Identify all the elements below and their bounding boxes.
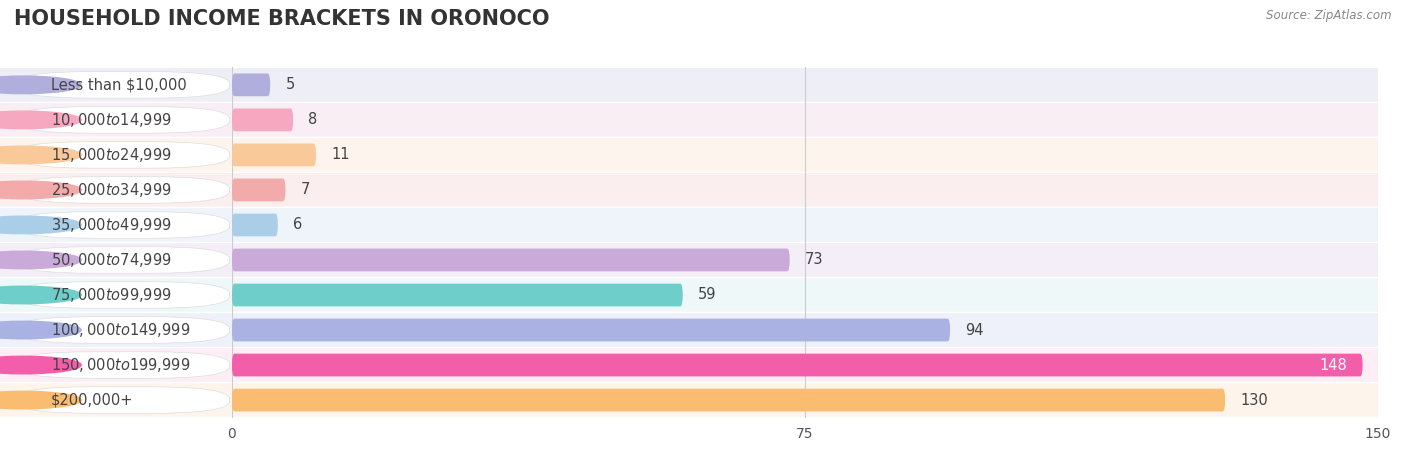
Text: 94: 94 — [966, 322, 984, 338]
Text: 11: 11 — [332, 147, 350, 163]
FancyBboxPatch shape — [14, 317, 229, 343]
FancyBboxPatch shape — [0, 313, 232, 347]
FancyBboxPatch shape — [232, 389, 1225, 411]
Text: 7: 7 — [301, 182, 311, 198]
Text: Less than $10,000: Less than $10,000 — [51, 77, 187, 92]
FancyBboxPatch shape — [232, 179, 285, 201]
FancyBboxPatch shape — [0, 103, 232, 136]
FancyBboxPatch shape — [14, 176, 229, 203]
Text: $75,000 to $99,999: $75,000 to $99,999 — [51, 286, 172, 304]
Text: 130: 130 — [1240, 392, 1268, 408]
FancyBboxPatch shape — [232, 383, 1378, 417]
FancyBboxPatch shape — [232, 138, 1378, 172]
Text: 148: 148 — [1320, 357, 1347, 373]
Text: Source: ZipAtlas.com: Source: ZipAtlas.com — [1267, 9, 1392, 22]
Circle shape — [0, 357, 82, 374]
Circle shape — [0, 286, 82, 304]
FancyBboxPatch shape — [232, 208, 1378, 242]
FancyBboxPatch shape — [0, 138, 232, 172]
Text: 6: 6 — [292, 217, 302, 233]
FancyBboxPatch shape — [232, 354, 1362, 376]
Text: $15,000 to $24,999: $15,000 to $24,999 — [51, 146, 172, 164]
Text: HOUSEHOLD INCOME BRACKETS IN ORONOCO: HOUSEHOLD INCOME BRACKETS IN ORONOCO — [14, 9, 550, 29]
FancyBboxPatch shape — [14, 71, 229, 98]
FancyBboxPatch shape — [232, 348, 1378, 382]
Text: $200,000+: $200,000+ — [51, 392, 134, 408]
FancyBboxPatch shape — [232, 68, 1378, 101]
FancyBboxPatch shape — [14, 106, 229, 133]
FancyBboxPatch shape — [0, 173, 232, 207]
FancyBboxPatch shape — [232, 249, 790, 271]
Text: 59: 59 — [697, 287, 717, 303]
Circle shape — [0, 321, 82, 339]
FancyBboxPatch shape — [0, 68, 232, 101]
Text: $10,000 to $14,999: $10,000 to $14,999 — [51, 111, 172, 129]
FancyBboxPatch shape — [232, 319, 950, 341]
Text: $25,000 to $34,999: $25,000 to $34,999 — [51, 181, 172, 199]
Circle shape — [0, 76, 82, 94]
FancyBboxPatch shape — [232, 74, 270, 96]
FancyBboxPatch shape — [0, 348, 232, 382]
Circle shape — [0, 391, 82, 409]
FancyBboxPatch shape — [0, 278, 232, 312]
FancyBboxPatch shape — [0, 243, 232, 277]
Circle shape — [0, 146, 82, 163]
FancyBboxPatch shape — [232, 313, 1378, 347]
FancyBboxPatch shape — [232, 144, 316, 166]
Circle shape — [0, 251, 82, 269]
Circle shape — [0, 216, 82, 233]
Circle shape — [0, 181, 82, 198]
Text: $35,000 to $49,999: $35,000 to $49,999 — [51, 216, 172, 234]
FancyBboxPatch shape — [14, 141, 229, 168]
FancyBboxPatch shape — [232, 109, 292, 131]
FancyBboxPatch shape — [0, 208, 232, 242]
Text: $100,000 to $149,999: $100,000 to $149,999 — [51, 321, 190, 339]
FancyBboxPatch shape — [14, 282, 229, 308]
Text: $50,000 to $74,999: $50,000 to $74,999 — [51, 251, 172, 269]
FancyBboxPatch shape — [232, 278, 1378, 312]
FancyBboxPatch shape — [14, 247, 229, 273]
FancyBboxPatch shape — [232, 214, 278, 236]
FancyBboxPatch shape — [232, 173, 1378, 207]
FancyBboxPatch shape — [232, 284, 683, 306]
Circle shape — [0, 111, 82, 128]
FancyBboxPatch shape — [232, 243, 1378, 277]
FancyBboxPatch shape — [0, 383, 232, 417]
Text: $150,000 to $199,999: $150,000 to $199,999 — [51, 356, 190, 374]
FancyBboxPatch shape — [232, 103, 1378, 136]
Text: 5: 5 — [285, 77, 295, 92]
Text: 73: 73 — [804, 252, 824, 268]
FancyBboxPatch shape — [14, 352, 229, 379]
FancyBboxPatch shape — [14, 211, 229, 238]
FancyBboxPatch shape — [14, 387, 229, 414]
Text: 8: 8 — [308, 112, 318, 128]
